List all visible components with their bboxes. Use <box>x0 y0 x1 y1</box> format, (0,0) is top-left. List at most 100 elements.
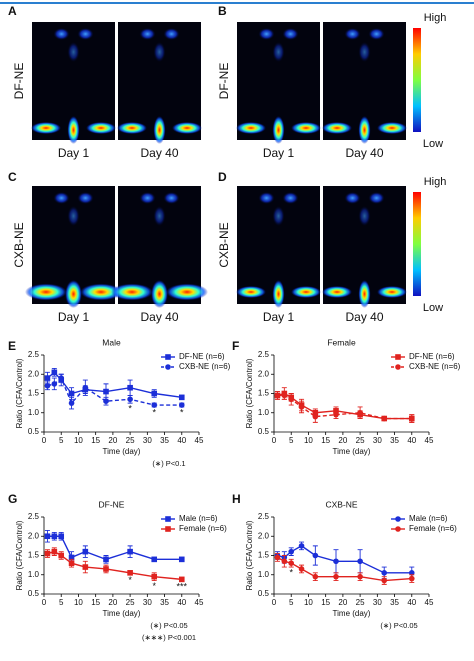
signal <box>117 122 147 134</box>
signal <box>282 28 299 40</box>
significance-mark: * <box>289 567 293 577</box>
data-point <box>357 573 363 580</box>
caption: Day 1 <box>58 146 90 160</box>
signal <box>86 122 116 134</box>
data-point <box>103 388 109 395</box>
y-axis-label: Ratio (CFA/Control) <box>245 358 254 428</box>
significance-mark: * <box>152 581 156 591</box>
signal <box>172 122 202 134</box>
data-point <box>381 570 388 576</box>
data-point <box>44 383 51 389</box>
data-point <box>312 573 319 580</box>
data-point <box>68 560 75 566</box>
signal <box>31 122 61 134</box>
x-tick-label: 35 <box>160 436 169 445</box>
data-point <box>178 402 185 408</box>
fluorescence-image <box>25 186 122 308</box>
signal <box>163 192 180 204</box>
signal <box>322 122 352 134</box>
signal <box>53 192 70 204</box>
legend-label: Male (n=6) <box>179 514 218 523</box>
x-tick-label: 25 <box>356 436 365 445</box>
caption: Day 40 <box>140 310 178 324</box>
legend-label: Male (n=6) <box>409 514 448 523</box>
data-point <box>178 556 185 563</box>
data-point <box>103 556 109 563</box>
data-point <box>274 554 281 561</box>
signal <box>358 116 371 144</box>
x-tick-label: 15 <box>321 598 330 607</box>
fluorescence-image <box>322 186 407 308</box>
series <box>44 547 185 583</box>
y-axis-label: Ratio (CFA/Control) <box>15 520 24 590</box>
x-tick-label: 40 <box>407 598 416 607</box>
y-tick-label: 0.5 <box>258 589 270 598</box>
legend-entry: DF-NE (n=6) <box>391 352 455 361</box>
signal <box>258 192 275 204</box>
panel-letter: D <box>218 170 227 184</box>
signal <box>77 192 94 204</box>
caption: Day 40 <box>345 146 383 160</box>
footnote: (∗) P<0.05 <box>150 621 187 630</box>
data-point <box>82 564 89 570</box>
data-point <box>357 558 363 565</box>
y-tick-label: 1.0 <box>28 408 40 417</box>
panel-letter: A <box>8 4 17 18</box>
series <box>274 553 415 585</box>
fluorescence-image <box>236 186 321 308</box>
legend-entry: Female (n=6) <box>161 524 227 533</box>
legend-entry: CXB-NE (n=6) <box>391 362 461 371</box>
data-point <box>357 409 363 416</box>
legend-label: DF-NE (n=6) <box>179 352 225 361</box>
x-tick-label: 45 <box>195 436 204 445</box>
data-point <box>151 556 158 563</box>
y-axis-label: Ratio (CFA/Control) <box>15 358 24 428</box>
panel-letter: H <box>232 492 241 506</box>
data-point <box>312 413 319 420</box>
x-tick-label: 25 <box>356 598 365 607</box>
x-tick-label: 5 <box>59 598 64 607</box>
data-point <box>127 384 133 391</box>
data-point <box>51 369 58 376</box>
signal <box>377 286 407 298</box>
signal <box>368 28 385 40</box>
panel-letter: C <box>8 170 17 184</box>
data-point <box>51 381 58 387</box>
legend-label: Female (n=6) <box>409 524 457 533</box>
y-tick-label: 2.5 <box>258 512 270 521</box>
y-tick-label: 2.0 <box>258 369 270 378</box>
data-point <box>58 533 65 540</box>
legend-marker <box>165 516 171 522</box>
x-tick-label: 0 <box>42 436 47 445</box>
data-point <box>68 390 75 397</box>
legend-label: Female (n=6) <box>179 524 227 533</box>
x-tick-label: 30 <box>143 436 152 445</box>
signal <box>358 42 371 62</box>
data-point <box>44 533 51 540</box>
series-line <box>277 545 412 574</box>
x-tick-label: 35 <box>390 598 399 607</box>
data-point <box>51 548 58 555</box>
fluorescence-image <box>31 22 116 144</box>
y-tick-label: 2.0 <box>28 531 40 540</box>
x-tick-label: 10 <box>304 598 313 607</box>
data-point <box>298 566 305 572</box>
signal <box>291 122 321 134</box>
data-point <box>82 384 89 391</box>
x-tick-label: 35 <box>390 436 399 445</box>
y-tick-label: 1.5 <box>258 551 270 560</box>
legend-marker <box>395 354 401 360</box>
legend-label: CXB-NE (n=6) <box>179 362 231 371</box>
panel-letter: F <box>232 339 239 353</box>
data-point <box>151 390 158 397</box>
data-point <box>178 394 185 401</box>
significance-mark: * <box>180 407 184 417</box>
data-point <box>178 576 185 583</box>
signal <box>139 28 156 40</box>
footnote: (∗) P<0.05 <box>380 621 417 630</box>
legend-marker <box>165 526 171 532</box>
y-tick-label: 2.0 <box>28 369 40 378</box>
colorbar <box>413 192 421 296</box>
data-point <box>82 548 89 555</box>
legend-marker <box>395 364 401 370</box>
